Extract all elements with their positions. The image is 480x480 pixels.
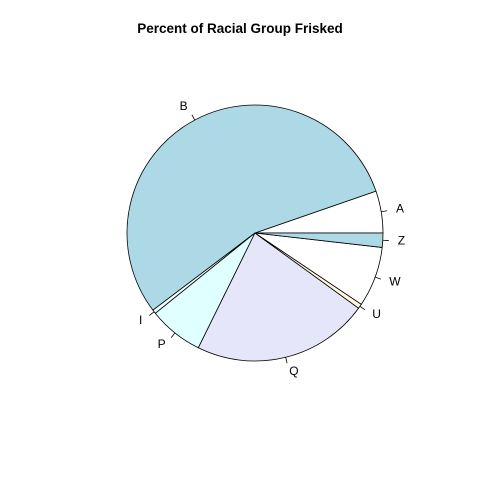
slice-label-i: I xyxy=(139,313,142,327)
slice-label-z: Z xyxy=(398,233,405,247)
slice-label-q: Q xyxy=(289,364,298,378)
pie-slice-b xyxy=(126,104,377,311)
label-tick-q xyxy=(285,357,288,364)
slice-label-b: B xyxy=(180,99,188,113)
pie-slice-z xyxy=(254,232,384,248)
label-tick-i xyxy=(149,311,155,316)
pie-slices xyxy=(126,104,384,362)
label-ticks xyxy=(149,114,389,364)
label-tick-w xyxy=(375,276,381,280)
label-tick-b xyxy=(191,114,196,121)
label-tick-u xyxy=(359,305,366,311)
slice-label-a: A xyxy=(396,201,404,215)
slice-label-u: U xyxy=(372,307,381,321)
slice-label-w: W xyxy=(389,274,401,288)
label-tick-a xyxy=(381,210,388,213)
chart-title: Percent of Racial Group Frisked xyxy=(137,21,343,36)
slice-label-p: P xyxy=(158,337,166,351)
slice-labels: A B I P Q U W Z xyxy=(139,99,405,378)
label-tick-p xyxy=(170,332,176,338)
